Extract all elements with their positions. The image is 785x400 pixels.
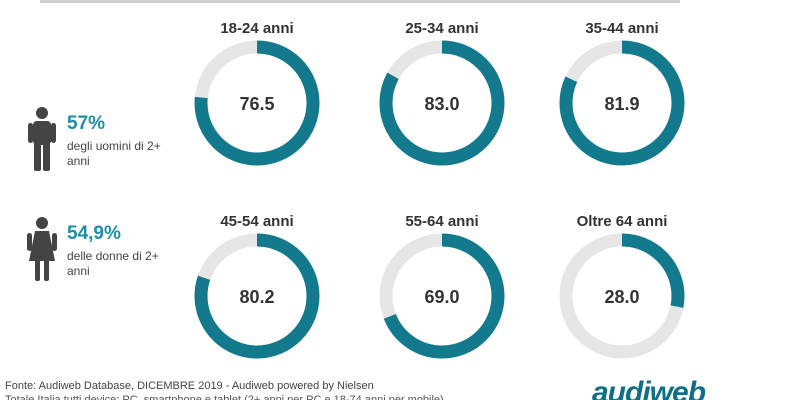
donut-35-44-anni: 35-44 anni 81.9 <box>559 20 685 166</box>
donut-45-54-anni: 45-54 anni 80.2 <box>194 213 320 359</box>
footer-source: Fonte: Audiweb Database, DICEMBRE 2019 -… <box>5 380 374 392</box>
man-icon <box>28 107 56 171</box>
women-stat: 54,9% delle donne di 2+ anni <box>22 215 182 295</box>
donut-age-label: Oltre 64 anni <box>577 213 668 230</box>
audiweb-logo: audiweb <box>592 378 706 400</box>
donut-value-arc <box>559 40 685 166</box>
women-percentage: 54,9% <box>67 223 121 244</box>
men-description: degli uomini di 2+ anni <box>67 139 161 168</box>
donut-age-label: 25-34 anni <box>405 20 478 37</box>
donut-age-label: 18-24 anni <box>220 20 293 37</box>
donut-value-label: 83.0 <box>424 94 459 114</box>
men-percentage: 57% <box>67 113 106 134</box>
donut-value-label: 76.5 <box>239 94 274 114</box>
donut-value-label: 28.0 <box>604 287 639 307</box>
footer-note: Totale Italia tutti device: PC, smartpho… <box>5 394 444 400</box>
women-description: delle donne di 2+ anni <box>67 249 159 278</box>
donut-value-arc <box>194 40 320 166</box>
donut-value-label: 80.2 <box>239 287 274 307</box>
woman-icon <box>27 217 57 281</box>
donut-value-arc <box>379 233 505 359</box>
donut-value-arc <box>559 233 685 359</box>
donut-age-label: 55-64 anni <box>405 213 478 230</box>
men-stat: 57% degli uomini di 2+ anni <box>22 105 182 185</box>
top-strip <box>40 0 680 3</box>
donut-value-arc <box>379 40 505 166</box>
donut-value-label: 81.9 <box>604 94 639 114</box>
donut-oltre-64-anni: Oltre 64 anni 28.0 <box>559 213 685 359</box>
donut-25-34-anni: 25-34 anni 83.0 <box>379 20 505 166</box>
donut-18-24-anni: 18-24 anni 76.5 <box>194 20 320 166</box>
donut-value-arc <box>194 233 320 359</box>
donut-55-64-anni: 55-64 anni 69.0 <box>379 213 505 359</box>
donut-age-label: 45-54 anni <box>220 213 293 230</box>
donut-age-label: 35-44 anni <box>585 20 658 37</box>
donut-value-label: 69.0 <box>424 287 459 307</box>
